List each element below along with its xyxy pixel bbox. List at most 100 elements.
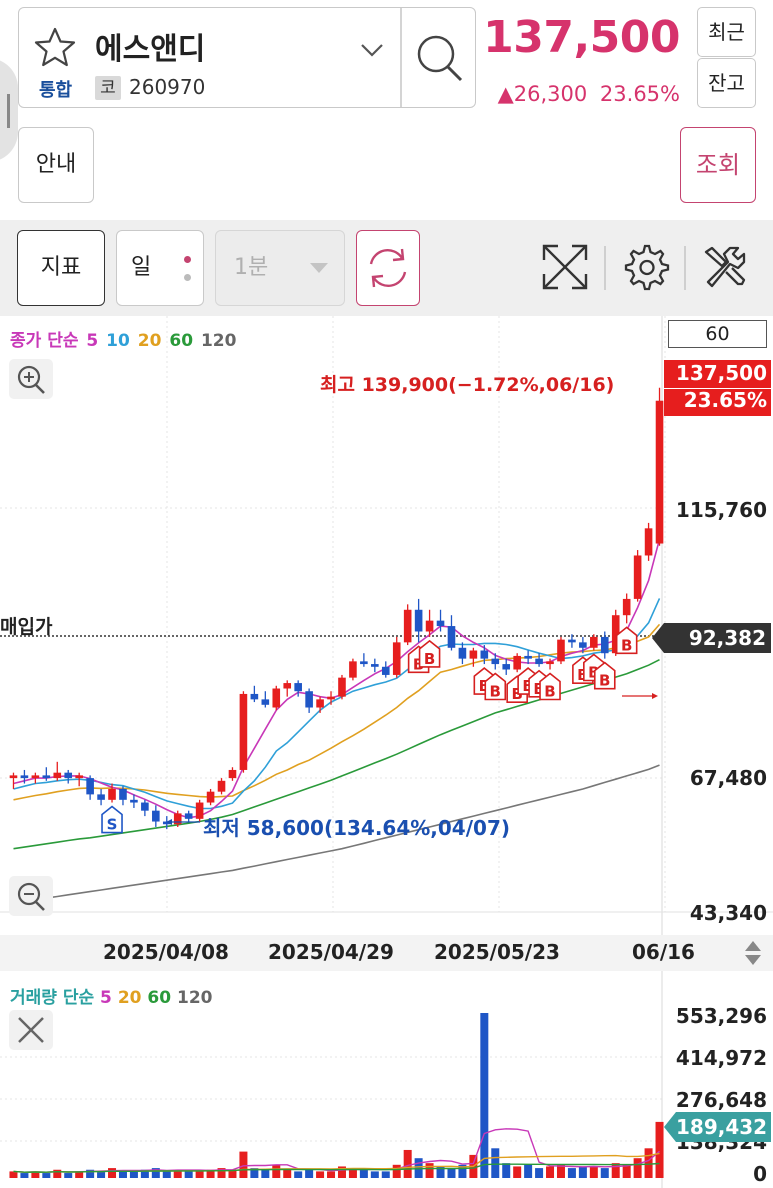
volume-bar	[436, 1166, 445, 1178]
divider	[684, 246, 686, 290]
period-count-box[interactable]: 60	[668, 320, 767, 348]
chevron-down-icon[interactable]	[359, 42, 385, 58]
candle-body	[381, 666, 390, 675]
balance-button[interactable]: 잔고	[697, 58, 756, 108]
minute-select[interactable]: 1분	[215, 230, 345, 306]
candle-body	[316, 699, 324, 708]
volume-moving-average	[13, 1128, 660, 1173]
dot-icon	[184, 274, 191, 281]
candle-body	[622, 598, 631, 616]
candle-body	[217, 780, 226, 792]
candle-body	[250, 693, 259, 700]
candle-body	[195, 802, 204, 819]
buy-marker-label: B	[533, 680, 544, 698]
candle-body	[31, 775, 40, 779]
volume-bar	[370, 1171, 379, 1178]
gear-icon[interactable]	[618, 240, 672, 294]
candle-body	[349, 661, 357, 678]
indicator-button[interactable]: 지표	[17, 230, 105, 306]
moving-average-ma5	[13, 538, 661, 819]
volume-bar	[108, 1168, 117, 1178]
candle-body	[502, 664, 511, 670]
volume-bar	[53, 1169, 62, 1178]
candle-body	[228, 769, 237, 779]
stock-name[interactable]: 에스앤디	[95, 32, 206, 67]
guide-button[interactable]: 안내	[18, 127, 94, 203]
tools-icon[interactable]	[698, 240, 752, 294]
buy-marker: B	[484, 672, 507, 701]
candle-body	[546, 661, 554, 665]
candle-body	[239, 693, 248, 770]
sell-marker-shape	[101, 805, 123, 834]
x-axis-bar[interactable]	[0, 935, 773, 971]
buy-marker-label: B	[490, 683, 501, 701]
legend-ma20: 20	[137, 331, 162, 351]
market-badge: 코	[95, 76, 121, 100]
search-icon	[417, 35, 463, 82]
volume-bar	[447, 1168, 456, 1178]
volume-bar	[491, 1148, 500, 1178]
volume-bar	[75, 1171, 84, 1178]
buy-marker-label: B	[522, 677, 533, 695]
buy-marker-shape	[418, 639, 441, 668]
volume-bar	[480, 1013, 489, 1178]
legend-vma120: 120	[177, 988, 213, 1008]
buy-marker-label: B	[599, 672, 610, 690]
legend-ma120: 120	[200, 331, 237, 351]
last-price-value: 137,500	[675, 361, 767, 385]
fullscreen-icon[interactable]	[538, 240, 592, 294]
candle-body	[184, 813, 193, 819]
candle-body	[644, 528, 653, 556]
recent-button[interactable]: 최근	[697, 7, 756, 57]
volume-bar	[239, 1151, 248, 1178]
query-button[interactable]: 조회	[680, 127, 756, 203]
close-volume-button[interactable]	[9, 1010, 53, 1050]
x-axis-label: 2025/04/08	[103, 940, 229, 964]
candle-body	[590, 636, 598, 648]
star-icon[interactable]	[33, 26, 77, 68]
volume-bar	[556, 1164, 565, 1178]
vol-axis-label: 276,648	[675, 1088, 767, 1112]
volume-bar	[327, 1171, 336, 1178]
search-button[interactable]	[401, 8, 476, 107]
stock-chart[interactable]: B BB B B B B BB B BBS	[0, 316, 773, 1188]
divider	[400, 8, 402, 107]
refresh-button[interactable]	[356, 230, 420, 306]
price-change: ▲26,300 23.65%	[478, 82, 680, 106]
volume-bar	[9, 1171, 18, 1178]
candle-body	[162, 821, 171, 825]
candle-body	[633, 555, 642, 599]
y-axis-label: 67,480	[689, 766, 767, 790]
volume-bar	[381, 1171, 390, 1178]
candle-body	[20, 775, 29, 779]
volume-bar	[195, 1169, 204, 1178]
high-arrow-head	[652, 693, 658, 699]
candle-body	[9, 775, 18, 779]
buy-marker-label: B	[424, 650, 435, 668]
side-panel-handle[interactable]	[0, 58, 18, 162]
low-arrow-head	[166, 819, 172, 825]
scroll-arrows-icon[interactable]	[743, 939, 763, 967]
candle-body	[173, 813, 182, 825]
change-rate: 23.65%	[599, 82, 680, 106]
candle-body	[425, 620, 434, 632]
legend-ma10: 10	[106, 331, 130, 351]
zoom-out-button[interactable]	[9, 876, 53, 916]
candle-body	[119, 788, 127, 800]
volume-bar	[337, 1166, 346, 1178]
zoom-in-button[interactable]	[9, 359, 53, 399]
x-axis-label: 2025/05/23	[434, 940, 560, 964]
stock-search-box[interactable]: 에스앤디 통합 코 260970	[18, 7, 476, 108]
high-price-note: 최고 139,900(−1.72%,06/16)	[320, 374, 615, 396]
volume-bar	[633, 1158, 642, 1178]
period-day-button[interactable]: 일	[116, 230, 204, 306]
volume-bar	[305, 1169, 314, 1178]
candle-body	[42, 775, 51, 779]
volume-bar	[162, 1171, 171, 1178]
volume-bar	[644, 1148, 653, 1178]
candle-body	[86, 778, 94, 795]
divider	[664, 388, 771, 389]
buy-marker-label: B	[511, 685, 522, 703]
low-price-note: 최저 58,600(134.64%,04/07)	[203, 816, 511, 840]
candle-body	[206, 791, 215, 803]
